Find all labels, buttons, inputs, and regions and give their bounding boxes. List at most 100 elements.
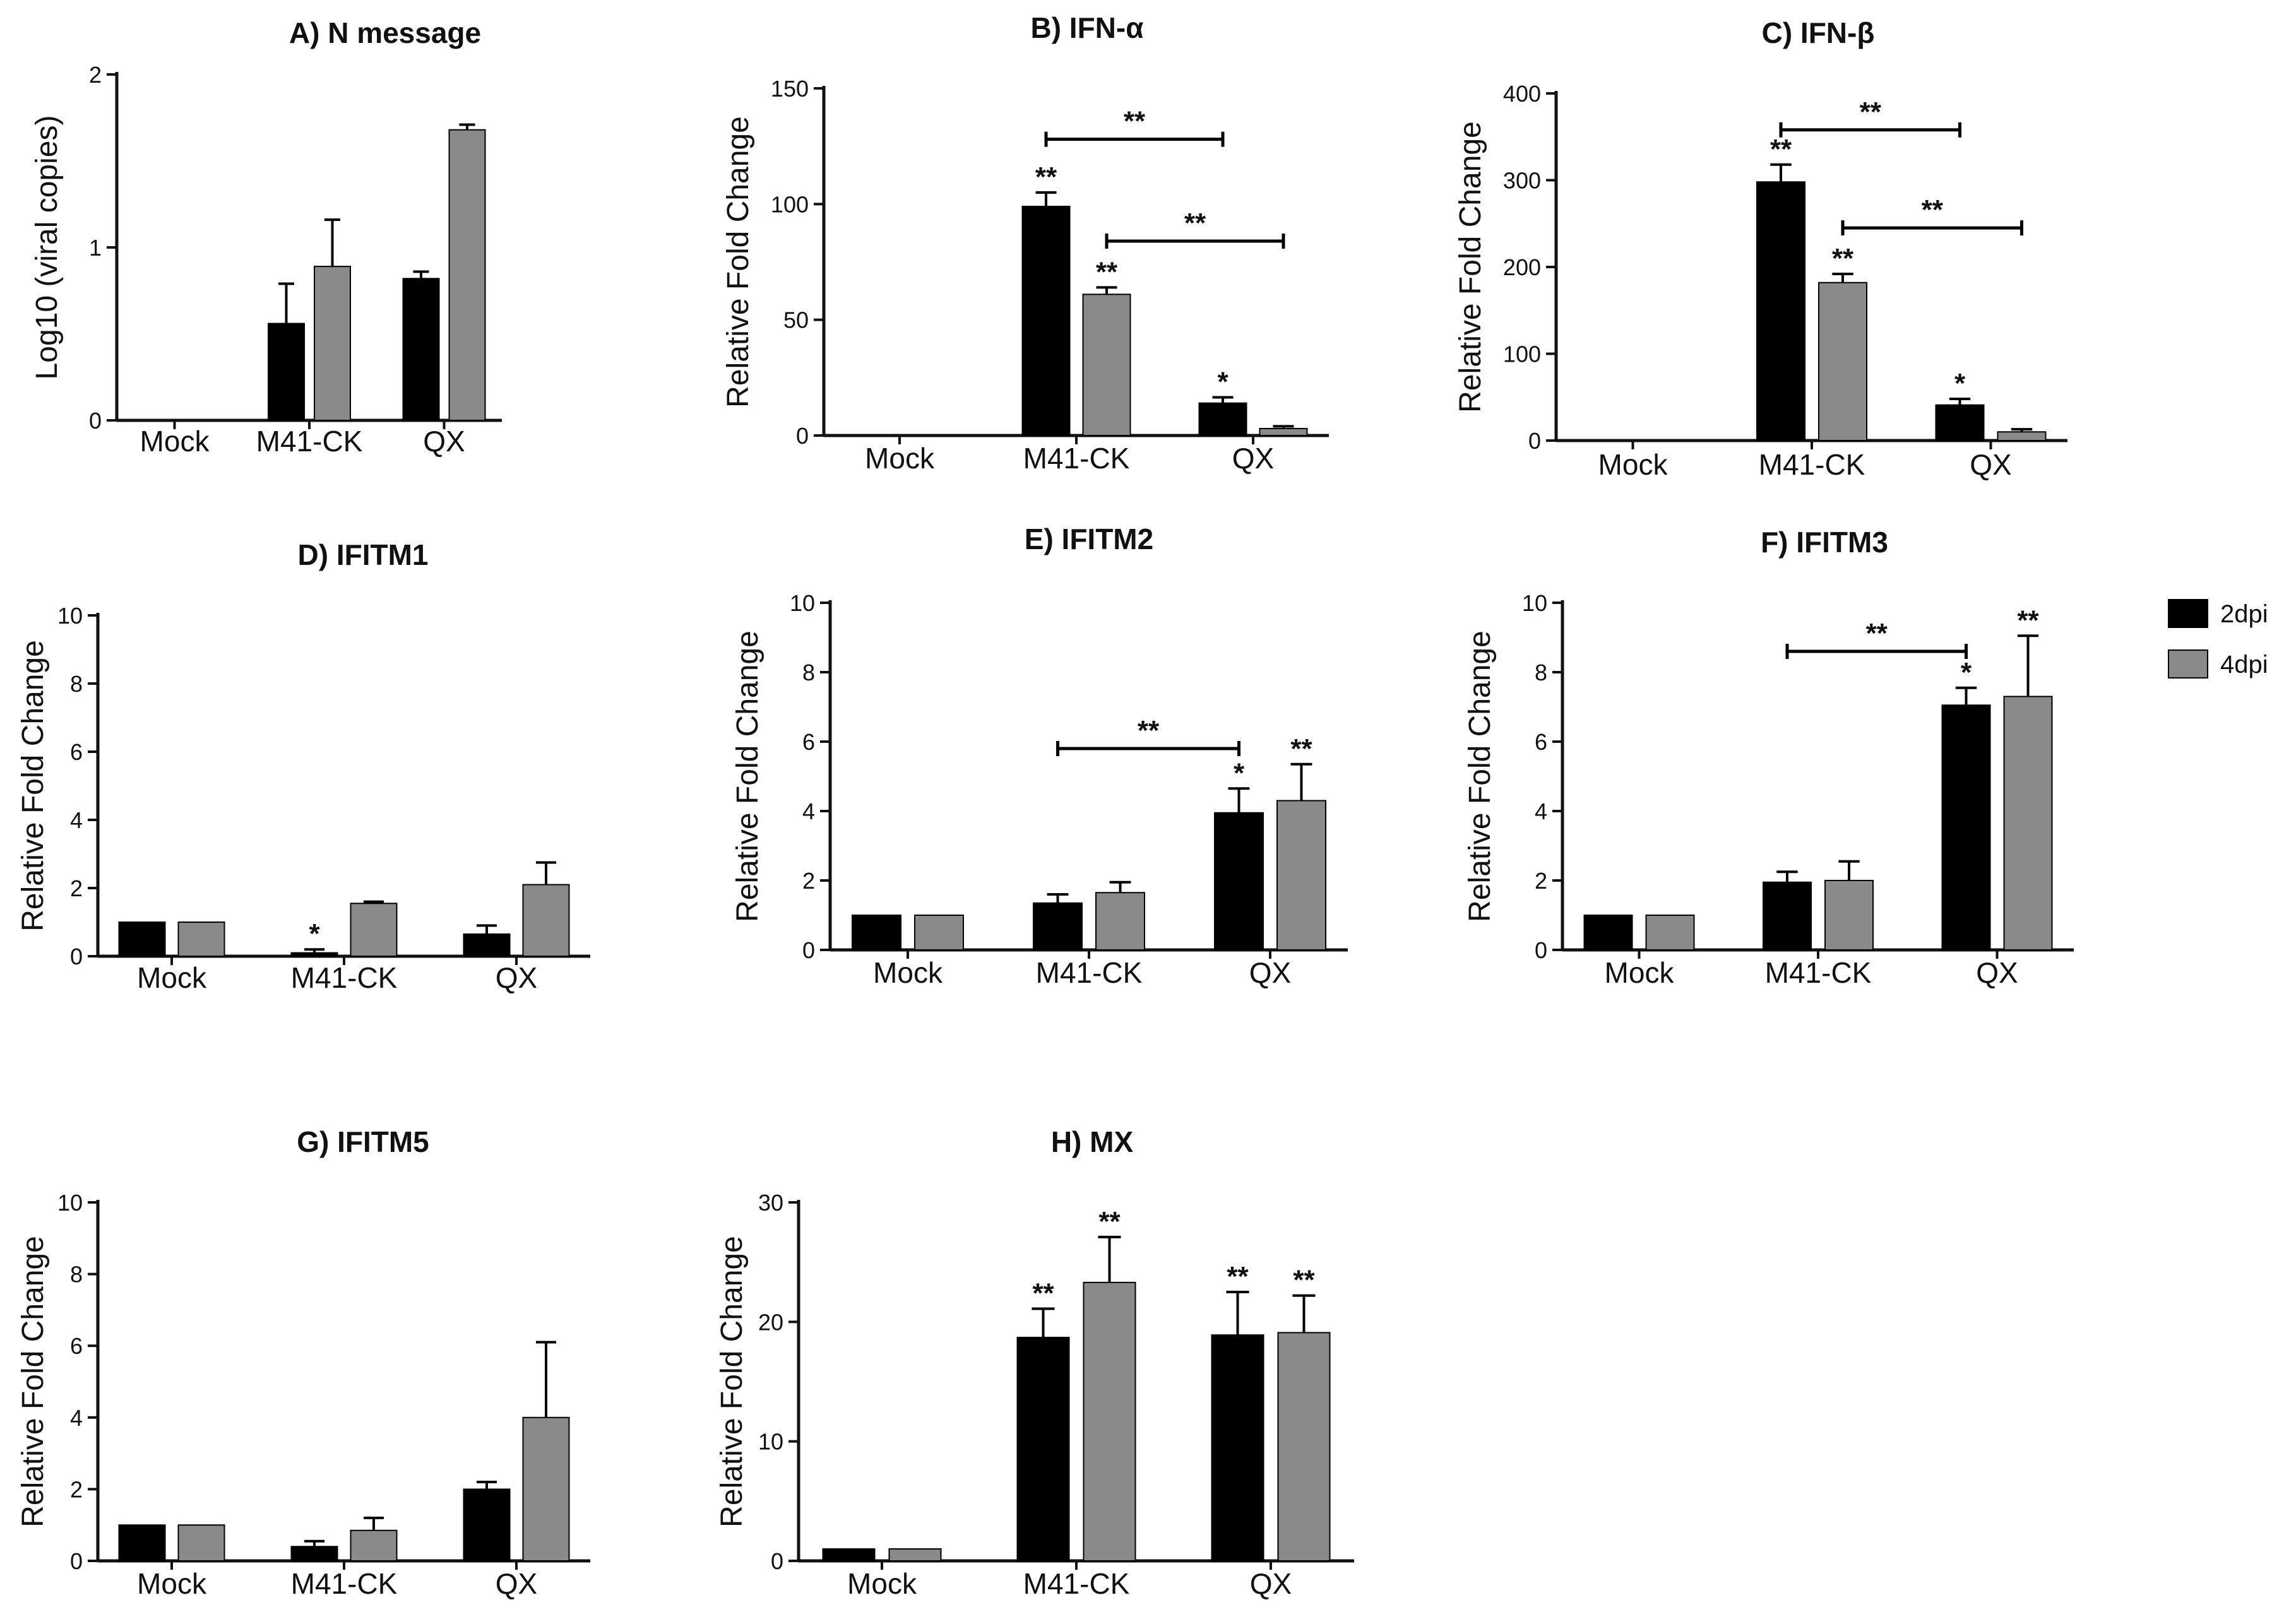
x-tick-label: M41-CK — [1759, 448, 1865, 481]
significance-mark: * — [1954, 368, 1966, 399]
bar-2dpi-QX — [1198, 402, 1247, 437]
y-axis-label: Log10 (viral copies) — [30, 116, 64, 380]
x-tick-label: QX — [1250, 1567, 1292, 1600]
bar-2dpi-QX — [463, 1488, 511, 1562]
bar-4dpi-QX — [522, 884, 570, 957]
comparison-bracket: ** — [1105, 208, 1285, 249]
bar-4dpi-QX — [1259, 428, 1308, 436]
x-tick-label: Mock — [847, 1567, 917, 1600]
legend-label: 2dpi — [2220, 600, 2268, 628]
y-tick-label: 0 — [1528, 428, 1541, 454]
bracket-label: ** — [1922, 194, 1944, 225]
bar-4dpi-QX — [448, 129, 486, 421]
y-tick-label: 4 — [70, 1405, 83, 1431]
bar-2dpi-Mock — [852, 915, 901, 951]
bar-4dpi-M41-CK — [314, 266, 351, 422]
legend-label: 4dpi — [2220, 651, 2268, 679]
comparison-bracket: ** — [1779, 97, 1961, 138]
chart-panel-5: E) IFITM2 Relative Fold Change 0 2 4 6 8 10 Mock… — [731, 523, 1348, 989]
y-tick-label: 0 — [70, 944, 83, 969]
bar-2dpi-QX — [463, 933, 511, 957]
y-tick-label: 1 — [89, 235, 102, 261]
significance-mark: ** — [1032, 1278, 1054, 1309]
significance-mark: ** — [1035, 162, 1057, 193]
bar-4dpi-Mock — [1645, 915, 1695, 951]
y-tick-label: 6 — [802, 729, 815, 755]
bar-2dpi-M41-CK — [1756, 181, 1805, 441]
bar-2dpi-QX — [1214, 812, 1264, 951]
bar-4dpi-Mock — [177, 1524, 225, 1562]
bracket-label: ** — [1124, 106, 1146, 137]
comparison-bracket: ** — [1785, 618, 1968, 659]
comparison-bracket: ** — [1056, 715, 1240, 756]
x-tick-label: Mock — [873, 956, 943, 989]
x-tick-label: M41-CK — [1036, 956, 1143, 989]
bar-2dpi-M41-CK — [1763, 881, 1812, 951]
y-tick-label: 8 — [70, 671, 83, 697]
bar-4dpi-QX — [522, 1416, 570, 1562]
bar-4dpi-M41-CK — [1095, 892, 1145, 951]
bar-4dpi-M41-CK — [350, 1529, 398, 1562]
bar-2dpi-Mock — [118, 922, 166, 957]
y-axis-label: Relative Fold Change — [1463, 631, 1497, 922]
comparison-bracket: ** — [1841, 194, 2023, 236]
significance-mark: * — [1234, 757, 1245, 788]
bar-2dpi-M41-CK — [1016, 1336, 1070, 1562]
bar-4dpi-Mock — [888, 1548, 942, 1562]
chart-title: B) IFN-α — [1030, 11, 1143, 44]
y-tick-label: 100 — [1503, 341, 1541, 367]
x-tick-label: QX — [423, 425, 465, 458]
y-tick-label: 6 — [70, 739, 83, 765]
y-axis-label: Relative Fold Change — [1454, 121, 1487, 413]
y-axis-label: Relative Fold Change — [16, 640, 50, 932]
legend: 2dpi 4dpi — [2168, 599, 2268, 679]
x-tick-label: QX — [1249, 956, 1291, 989]
significance-mark: ** — [1293, 1265, 1315, 1296]
bar-2dpi-Mock — [822, 1548, 876, 1562]
x-tick-label: Mock — [140, 425, 210, 458]
y-tick-label: 20 — [758, 1309, 783, 1335]
y-tick-label: 2 — [70, 1476, 83, 1502]
chart-panel-8: H) MX Relative Fold Change 0 10 20 30 Mock M41-… — [715, 1125, 1354, 1600]
y-axis-label: Relative Fold Change — [715, 1236, 749, 1527]
y-tick-label: 10 — [758, 1429, 783, 1455]
x-tick-label: Mock — [1598, 448, 1668, 481]
y-tick-label: 400 — [1503, 81, 1541, 107]
y-tick-label: 10 — [57, 603, 83, 629]
y-tick-label: 4 — [1535, 798, 1547, 824]
chart-title: D) IFITM1 — [298, 538, 429, 571]
significance-mark: ** — [2017, 605, 2039, 636]
bar-2dpi-M41-CK — [290, 1546, 338, 1562]
x-tick-label: QX — [1970, 448, 2011, 481]
legend-swatch-2dpi — [2168, 599, 2208, 628]
x-tick-label: QX — [1976, 956, 2018, 989]
y-tick-label: 0 — [70, 1548, 83, 1574]
bracket-label: ** — [1860, 97, 1882, 127]
y-tick-label: 2 — [70, 875, 83, 901]
y-tick-label: 2 — [89, 62, 102, 88]
bar-2dpi-QX — [402, 278, 440, 421]
significance-mark: ** — [1832, 243, 1854, 274]
y-axis-label: Relative Fold Change — [731, 631, 764, 922]
x-tick-label: Mock — [865, 442, 935, 475]
y-tick-label: 50 — [783, 307, 809, 333]
bar-2dpi-QX — [1935, 404, 1985, 441]
bar-4dpi-QX — [1276, 800, 1326, 951]
y-tick-label: 6 — [70, 1333, 83, 1359]
significance-mark: ** — [1096, 256, 1118, 287]
bar-4dpi-Mock — [177, 922, 225, 957]
y-tick-label: 2 — [1535, 868, 1547, 894]
bracket-label: ** — [1138, 715, 1160, 746]
bar-2dpi-M41-CK — [268, 323, 305, 421]
chart-title: G) IFITM5 — [297, 1125, 429, 1158]
bar-4dpi-Mock — [914, 915, 964, 951]
chart-panel-3: C) IFN-β Relative Fold Change 0 100 200 300 40… — [1454, 16, 2067, 481]
bracket-label: ** — [1184, 208, 1206, 239]
comparison-bracket: ** — [1044, 106, 1225, 147]
y-axis-label: Relative Fold Change — [16, 1236, 50, 1527]
significance-mark: ** — [1290, 733, 1312, 764]
bar-4dpi-M41-CK — [1083, 1281, 1136, 1562]
chart-title: H) MX — [1051, 1125, 1134, 1158]
bracket-label: ** — [1866, 618, 1888, 649]
x-tick-label: Mock — [137, 1567, 207, 1600]
